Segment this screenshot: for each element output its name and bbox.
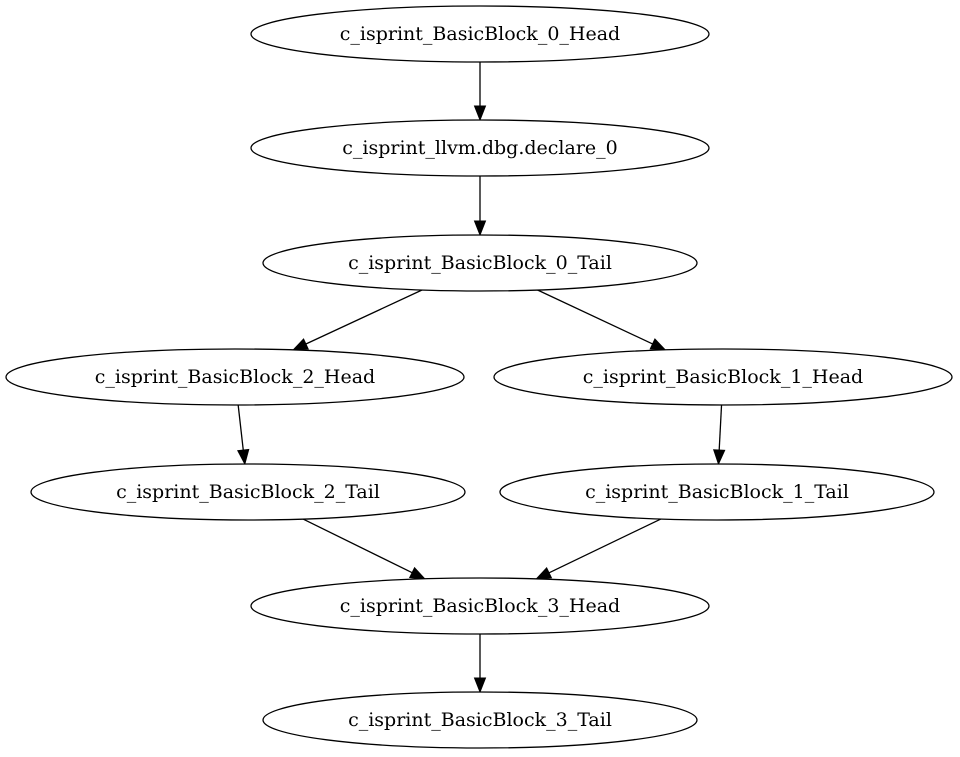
edge-layer (237, 62, 726, 694)
arrowhead-icon (712, 449, 726, 466)
node-ellipse (30, 463, 466, 521)
arrowhead-icon (237, 448, 250, 466)
graph-edge (237, 404, 250, 466)
arrowhead-icon (473, 220, 487, 237)
arrowhead-icon (291, 338, 309, 351)
node-label: c_isprint_BasicBlock_2_Head (95, 366, 375, 388)
node-ellipse (262, 234, 698, 292)
node-label: c_isprint_llvm.dbg.declare_0 (342, 137, 618, 159)
node-ellipse (250, 5, 710, 63)
graph-node: c_isprint_BasicBlock_2_Head (5, 348, 465, 406)
graph-edge (712, 404, 726, 466)
node-layer: c_isprint_BasicBlock_0_Head c_isprint_llv… (5, 5, 953, 749)
node-label: c_isprint_BasicBlock_3_Head (340, 595, 620, 617)
node-label: c_isprint_BasicBlock_1_Tail (585, 481, 849, 503)
node-ellipse (5, 348, 465, 406)
edge-line (237, 404, 244, 451)
node-ellipse (250, 119, 710, 177)
graph-node: c_isprint_BasicBlock_1_Head (493, 348, 953, 406)
node-label: c_isprint_BasicBlock_0_Head (340, 23, 620, 45)
edge-line (305, 289, 423, 345)
graph-node: c_isprint_BasicBlock_3_Head (250, 577, 710, 635)
arrowhead-icon (408, 566, 426, 580)
node-label: c_isprint_BasicBlock_3_Tail (348, 709, 612, 731)
graph-node: c_isprint_BasicBlock_0_Tail (262, 234, 698, 292)
graph-edge (473, 634, 487, 694)
graph-edge (537, 289, 667, 351)
graph-edge (302, 518, 426, 580)
arrowhead-icon (535, 566, 553, 580)
edge-line (718, 404, 723, 451)
graph-node: c_isprint_BasicBlock_2_Tail (30, 463, 466, 521)
graph-edge (473, 62, 487, 122)
graph-node: c_isprint_BasicBlock_1_Tail (499, 463, 935, 521)
edge-line (537, 289, 653, 345)
node-ellipse (262, 691, 698, 749)
arrowhead-icon (473, 677, 487, 694)
graph-edge (291, 289, 423, 351)
node-label: c_isprint_BasicBlock_1_Head (583, 366, 863, 388)
node-ellipse (250, 577, 710, 635)
arrowhead-icon (473, 105, 487, 122)
graph-edge (535, 518, 662, 580)
node-label: c_isprint_BasicBlock_2_Tail (116, 481, 380, 503)
edge-line (302, 518, 413, 574)
graph-node: c_isprint_BasicBlock_0_Head (250, 5, 710, 63)
arrowhead-icon (649, 338, 667, 351)
node-ellipse (493, 348, 953, 406)
graph-node: c_isprint_llvm.dbg.declare_0 (250, 119, 710, 177)
graph-node: c_isprint_BasicBlock_3_Tail (262, 691, 698, 749)
graph-edge (473, 176, 487, 237)
edge-line (548, 518, 662, 574)
node-ellipse (499, 463, 935, 521)
node-label: c_isprint_BasicBlock_0_Tail (348, 252, 612, 274)
